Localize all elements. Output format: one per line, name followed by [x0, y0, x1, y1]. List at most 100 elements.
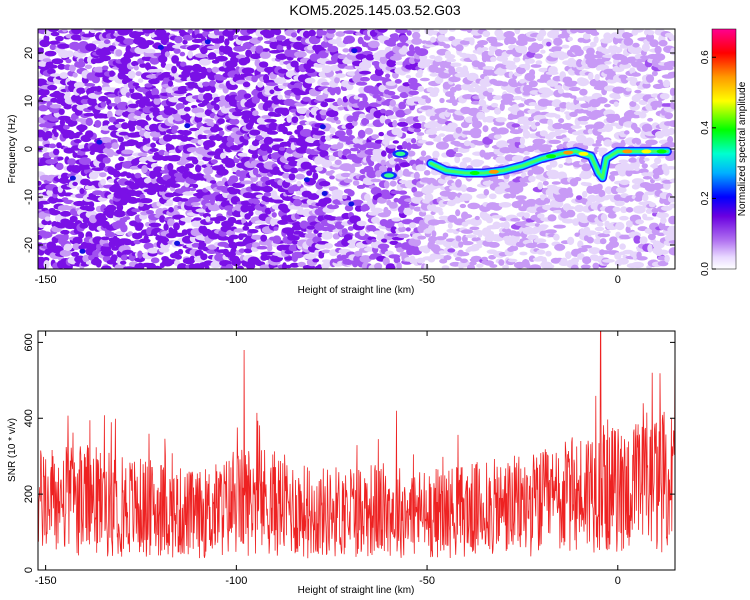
spectrogram-noise-blob [613, 207, 621, 212]
spectrogram-noise-blob [295, 221, 300, 227]
spectrogram-noise-blob [180, 52, 186, 57]
spectrogram-noise-blob [420, 78, 430, 82]
spectrogram-noise-blob [59, 109, 65, 115]
spectrogram-noise-blob [313, 131, 325, 136]
spectrogram-noise-blob [533, 139, 546, 145]
spectrogram-noise-blob [192, 158, 198, 164]
spectrogram-noise-blob [45, 131, 53, 137]
spectrogram-noise-blob [346, 128, 352, 136]
spectrogram-noise-blob [281, 108, 290, 116]
spectrogram-noise-blob [84, 113, 95, 117]
spectrogram-noise-blob [562, 137, 570, 141]
spectrogram-noise-blob [470, 128, 482, 137]
spectrogram-noise-blob [645, 139, 658, 145]
spectrogram-noise-blob [448, 223, 453, 229]
spectrogram-noise-blob [570, 95, 577, 99]
ridge-peak [489, 170, 499, 174]
spectrogram-noise-blob [537, 243, 549, 249]
spectrogram-noise-blob [307, 226, 316, 230]
spectrogram-noise-blob [226, 264, 234, 271]
spectrogram-noise-blob [72, 182, 78, 186]
spectrogram-noise-blob [460, 259, 468, 264]
spectrogram-noise-blob [47, 85, 57, 91]
spectrogram-noise-blob [134, 66, 139, 71]
spectrogram-noise-blob [276, 35, 286, 41]
spectrogram-noise-blob [536, 250, 545, 255]
spectrogram-noise-blob [184, 123, 190, 128]
spectrogram-noise-blob [397, 122, 408, 127]
spectrogram-noise-blob [299, 115, 305, 119]
spectrogram-noise-blob [295, 174, 305, 180]
spectrogram-noise-blob [475, 216, 480, 220]
spectrogram-noise-blob [576, 195, 582, 200]
spectrogram-noise-blob [417, 236, 426, 240]
spectrogram-noise-blob [594, 36, 599, 43]
spectrogram-noise-blob [207, 68, 212, 73]
spectrogram-noise-blob [432, 207, 443, 213]
spectrogram-noise-blob [51, 32, 60, 37]
spectrogram-noise-blob [653, 53, 666, 61]
spectrogram-noise-blob [305, 68, 315, 73]
spectrogram-noise-blob [322, 191, 328, 196]
spectrogram-noise-blob [264, 192, 272, 197]
spectrogram-noise-blob [483, 125, 489, 132]
spectrogram-noise-blob [36, 47, 44, 51]
spectrogram-noise-blob [434, 56, 442, 62]
spectrogram-noise-blob [329, 175, 335, 179]
spectrogram-noise-blob [229, 118, 239, 125]
spectrogram-noise-blob [358, 130, 366, 139]
spectrogram-noise-blob [64, 244, 72, 251]
spectrogram-noise-blob [635, 219, 644, 224]
spectrogram-noise-blob [445, 54, 456, 59]
spectrogram-noise-blob [174, 48, 181, 54]
spectrogram-noise-blob [391, 95, 400, 99]
spectrogram-noise-blob [371, 134, 379, 139]
spectrogram-noise-blob [385, 110, 394, 116]
spectrogram-noise-blob [215, 56, 228, 62]
spectrogram-noise-blob [158, 45, 164, 50]
spectrogram-noise-blob [462, 65, 468, 73]
spectrogram-noise-blob [101, 265, 111, 270]
spectrogram-noise-blob [312, 258, 319, 262]
spectrogram-noise-blob [272, 212, 277, 218]
spectrogram-noise-blob [548, 66, 558, 74]
spectrogram-noise-blob [290, 168, 299, 174]
spectrogram-noise-blob [175, 255, 182, 260]
spectrogram-noise-blob [319, 181, 330, 187]
spectrogram-noise-blob [103, 120, 110, 124]
spectrogram-noise-blob [358, 39, 364, 44]
spectrogram-noise-blob [390, 181, 397, 187]
spectrogram-noise-blob [482, 31, 490, 37]
spectrogram-noise-blob [582, 191, 587, 198]
spectrogram-noise-blob [469, 54, 476, 61]
spectrogram-noise-blob [144, 49, 156, 54]
spectrogram-noise-blob [414, 172, 420, 180]
spectrogram-noise-blob [392, 120, 397, 128]
spectrogram-noise-blob [542, 264, 555, 269]
spectrogram-noise-blob [44, 260, 50, 269]
spectrogram-noise-blob [86, 118, 93, 126]
spectrogram-noise-blob [632, 43, 639, 48]
spectrogram-noise-blob [79, 188, 84, 194]
spectrogram-noise-blob [521, 48, 526, 55]
spectrogram-noise-blob [669, 247, 680, 255]
spectrogram-noise-blob [356, 82, 367, 86]
spectrogram-noise-blob [508, 259, 518, 263]
spectrogram-noise-blob [45, 64, 57, 69]
spectrogram-noise-blob [416, 48, 428, 56]
spectrogram-noise-blob [579, 121, 588, 125]
spectrogram-noise-blob [351, 163, 362, 167]
spectrogram-noise-blob [509, 245, 518, 251]
spectrogram-noise-blob [144, 40, 154, 45]
spectrogram-noise-blob [392, 33, 398, 37]
spectrogram-noise-blob [615, 222, 624, 230]
spectrogram-noise-blob [238, 153, 248, 157]
spectrogram-noise-blob [634, 90, 641, 94]
spectrogram-noise-blob [291, 32, 297, 37]
spectrogram-noise-blob [118, 157, 124, 162]
spectrogram-x-axis-label: Height of straight line (km) [298, 285, 415, 296]
spectrogram-noise-blob [481, 257, 488, 261]
x-tick-label: 0 [615, 575, 621, 587]
spectrogram-noise-blob [545, 229, 557, 233]
spectrogram-noise-blob [344, 36, 355, 44]
